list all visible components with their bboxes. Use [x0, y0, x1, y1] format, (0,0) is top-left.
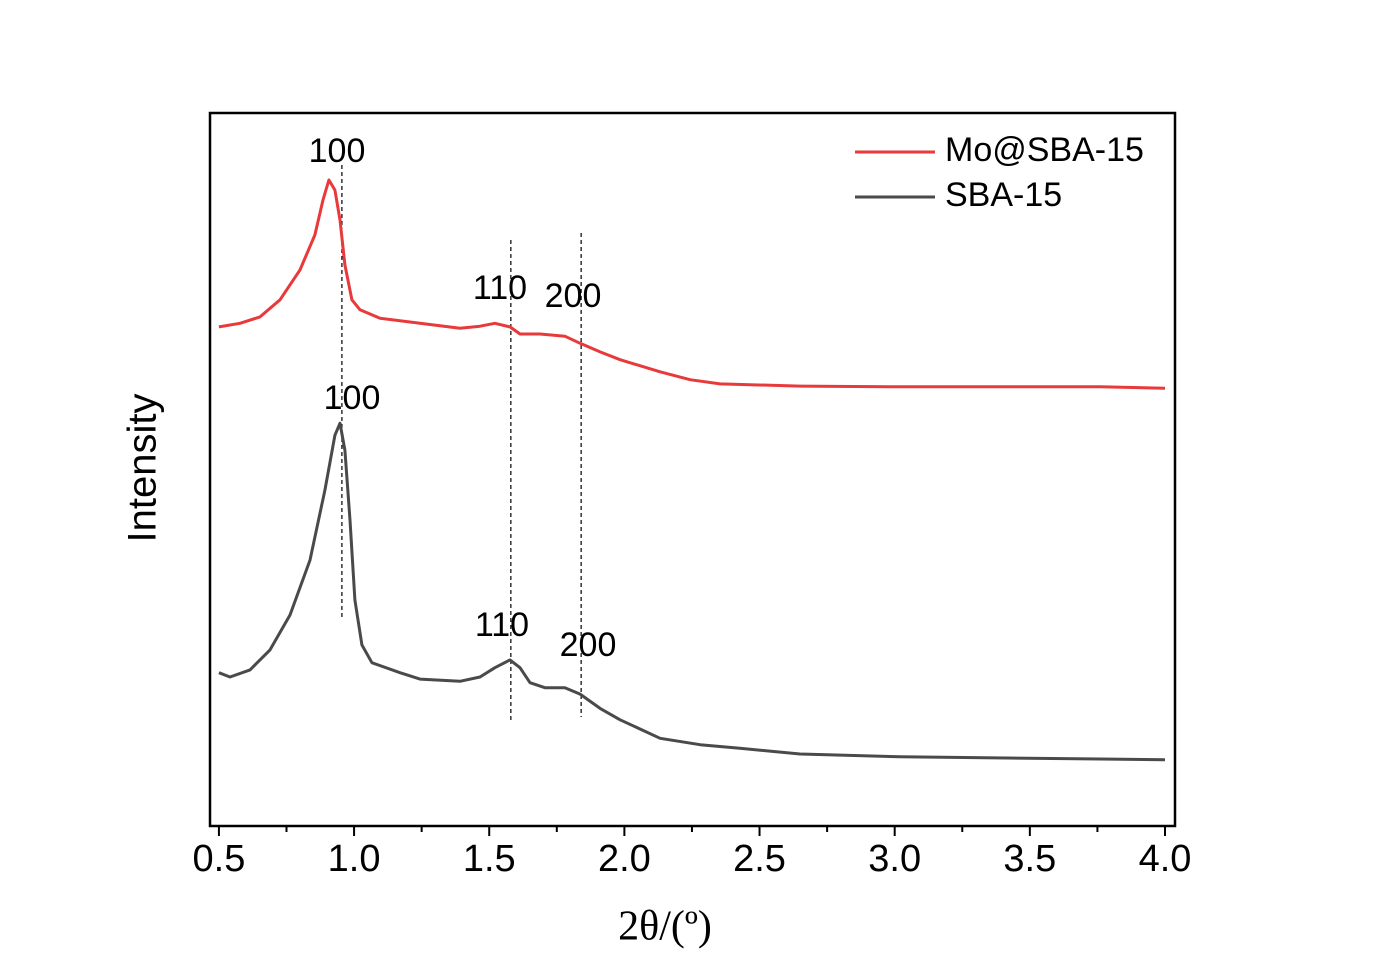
peak-label: 100: [309, 132, 366, 170]
peak-label: 200: [545, 277, 602, 315]
peak-label: 100: [324, 379, 381, 417]
data-line: [218, 178, 1166, 390]
y-axis-label: Intensity: [121, 394, 165, 543]
peak-label: 110: [475, 606, 529, 644]
legend-label: Mo@SBA-15: [945, 131, 1144, 169]
x-tick-label: 3.5: [1003, 838, 1056, 880]
data-line: [218, 421, 1166, 762]
x-tick-label: 3.0: [868, 838, 921, 880]
x-tick-label: 0.5: [193, 838, 246, 880]
x-tick-label: 1.0: [328, 838, 381, 880]
peak-label: 200: [560, 626, 617, 664]
x-tick-label: 4.0: [1139, 838, 1192, 880]
legend-label: SBA-15: [945, 176, 1062, 214]
plot-frame: [208, 111, 1177, 828]
x-axis-label: 2θ/(º): [618, 904, 712, 950]
x-tick-label: 2.5: [733, 838, 786, 880]
peak-label: 110: [473, 269, 527, 307]
x-tick-label: 2.0: [598, 838, 651, 880]
x-tick-label: 1.5: [463, 838, 516, 880]
